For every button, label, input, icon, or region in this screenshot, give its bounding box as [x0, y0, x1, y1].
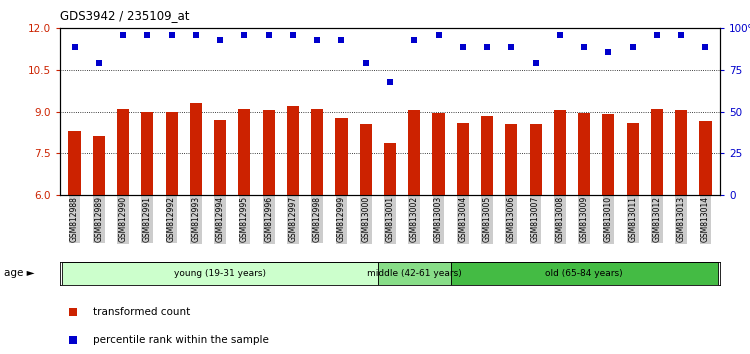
Text: percentile rank within the sample: percentile rank within the sample	[93, 335, 268, 345]
Point	[602, 49, 614, 55]
Point	[68, 44, 80, 50]
Bar	[166, 112, 178, 195]
Bar	[62, 262, 378, 285]
Bar	[378, 262, 451, 285]
Point	[700, 44, 712, 50]
Bar	[238, 109, 250, 195]
Point	[384, 79, 396, 84]
Bar	[384, 143, 396, 195]
Bar	[651, 109, 663, 195]
Bar	[214, 120, 226, 195]
Bar	[451, 262, 718, 285]
Point	[335, 37, 347, 43]
Bar	[262, 110, 274, 195]
Point	[287, 32, 299, 38]
Point	[311, 37, 323, 43]
Bar	[554, 110, 566, 195]
Text: old (65-84 years): old (65-84 years)	[545, 269, 623, 278]
Point	[481, 44, 493, 50]
Bar	[626, 122, 639, 195]
Point	[433, 32, 445, 38]
Point	[651, 32, 663, 38]
Bar	[481, 116, 493, 195]
Bar	[141, 112, 154, 195]
Point	[675, 32, 687, 38]
Point	[506, 44, 518, 50]
Point	[141, 32, 153, 38]
Bar	[578, 113, 590, 195]
Point	[262, 32, 274, 38]
Bar	[602, 114, 614, 195]
Text: young (19-31 years): young (19-31 years)	[174, 269, 266, 278]
Bar	[408, 110, 420, 195]
Bar	[699, 121, 712, 195]
Bar	[117, 109, 129, 195]
Point	[627, 44, 639, 50]
Point	[578, 44, 590, 50]
Bar	[360, 124, 372, 195]
Bar	[190, 103, 202, 195]
Point	[93, 61, 105, 66]
Point	[554, 32, 566, 38]
Point	[117, 32, 129, 38]
Point	[190, 32, 202, 38]
Bar	[457, 122, 469, 195]
Point	[360, 61, 372, 66]
Bar	[506, 124, 518, 195]
Point	[530, 61, 542, 66]
Text: GDS3942 / 235109_at: GDS3942 / 235109_at	[60, 9, 190, 22]
Bar	[530, 124, 542, 195]
Point	[457, 44, 469, 50]
Bar	[311, 109, 323, 195]
Point	[214, 37, 226, 43]
Point	[238, 32, 250, 38]
Text: transformed count: transformed count	[93, 307, 190, 316]
Bar	[433, 113, 445, 195]
Point	[408, 37, 420, 43]
Text: age ►: age ►	[4, 268, 34, 278]
Bar	[93, 137, 105, 195]
Bar	[286, 106, 299, 195]
Point	[166, 32, 178, 38]
Bar	[675, 110, 687, 195]
Text: middle (42-61 years): middle (42-61 years)	[367, 269, 462, 278]
Bar	[335, 119, 347, 195]
Bar	[68, 131, 81, 195]
